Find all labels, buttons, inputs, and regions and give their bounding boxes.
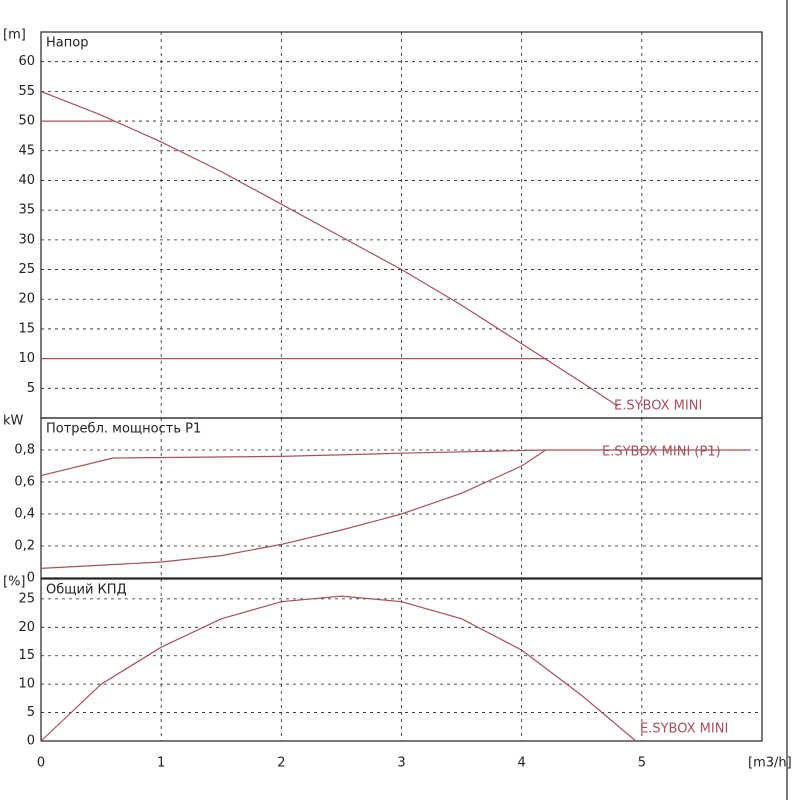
- y-tick-label: 45: [18, 143, 35, 158]
- y-tick-label: 0,2: [14, 539, 35, 554]
- y-tick-label: 50: [18, 114, 35, 129]
- curve-label: E.SYBOX MINI: [640, 722, 728, 737]
- y-tick-label: 10: [18, 351, 35, 366]
- curve: [40, 90, 619, 407]
- panel-title: Общий КПД: [46, 583, 127, 598]
- y-tick-label: 55: [18, 84, 35, 99]
- y-tick-label: 20: [18, 620, 35, 635]
- x-tick-label: 4: [518, 756, 526, 771]
- y-tick-label: 30: [18, 232, 35, 247]
- y-unit-label: [%]: [3, 575, 26, 590]
- panel-title: Потребл. мощность P1: [46, 422, 201, 437]
- y-unit-label: [m]: [3, 28, 26, 43]
- y-tick-label: 10: [18, 677, 35, 692]
- x-tick-label: 1: [157, 756, 165, 771]
- x-axis-label: [m3/h]: [748, 756, 792, 771]
- y-tick-label: 5: [27, 381, 35, 396]
- curve-label: E.SYBOX MINI: [614, 399, 702, 414]
- y-tick-label: 15: [18, 321, 35, 336]
- panel-title: Напор: [46, 36, 88, 51]
- curve-label: E.SYBOX MINI (P1): [602, 445, 721, 460]
- y-tick-label: 0,6: [14, 475, 35, 490]
- curve: [40, 595, 637, 742]
- y-tick-label: 20: [18, 292, 35, 307]
- plot-frame: [40, 578, 763, 742]
- curve: [40, 449, 750, 477]
- x-tick-label: 2: [277, 756, 285, 771]
- y-unit-label: kW: [3, 414, 24, 429]
- y-tick-label: 35: [18, 203, 35, 218]
- y-tick-label: 15: [18, 648, 35, 663]
- y-tick-label: 0: [27, 571, 35, 586]
- y-tick-label: 5: [27, 705, 35, 720]
- x-tick-label: 3: [397, 756, 405, 771]
- x-tick-label: 5: [638, 756, 646, 771]
- y-tick-label: 0,8: [14, 443, 35, 458]
- y-tick-label: 40: [18, 173, 35, 188]
- x-tick-label: 0: [37, 756, 45, 771]
- y-tick-label: 0,4: [14, 507, 35, 522]
- y-tick-label: 0: [27, 734, 35, 749]
- plot-frame: [40, 417, 763, 579]
- y-tick-label: 60: [18, 54, 35, 69]
- curve: [40, 449, 547, 569]
- y-tick-label: 25: [18, 591, 35, 606]
- y-tick-label: 25: [18, 262, 35, 277]
